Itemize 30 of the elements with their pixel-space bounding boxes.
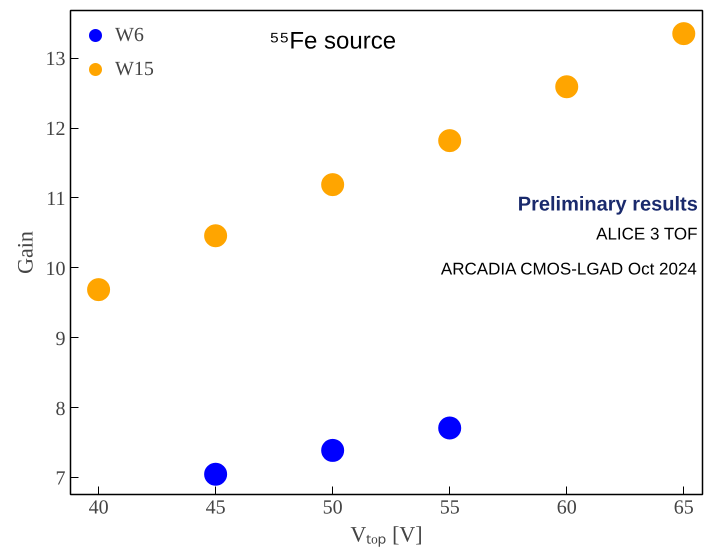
y-tick-label: 10 bbox=[46, 258, 66, 280]
point bbox=[204, 224, 228, 248]
x-tick-label: 60 bbox=[556, 496, 577, 518]
x-tick-label: 55 bbox=[440, 496, 460, 518]
y-tick-label: 9 bbox=[56, 328, 66, 350]
y-tick-label: 8 bbox=[56, 398, 66, 420]
point bbox=[438, 416, 462, 440]
point bbox=[672, 22, 696, 46]
point bbox=[204, 462, 228, 486]
point bbox=[321, 438, 344, 462]
y-tick-label: 11 bbox=[46, 188, 66, 210]
x-tick-label: 50 bbox=[322, 496, 343, 518]
annotation: ALICE 3 TOF bbox=[596, 224, 698, 244]
annotation: ⁵⁵Fe source bbox=[269, 28, 396, 55]
y-tick-label: 7 bbox=[56, 468, 66, 490]
x-axis-title: Vₜₒₚ [V] bbox=[350, 522, 423, 548]
y-tick-label: 13 bbox=[46, 48, 66, 70]
point bbox=[321, 173, 344, 196]
x-tick-label: 45 bbox=[206, 496, 226, 518]
x-tick-label: 65 bbox=[674, 496, 694, 518]
annotation: Preliminary results bbox=[518, 193, 698, 216]
x-tick-label: 40 bbox=[88, 496, 109, 518]
point bbox=[87, 278, 110, 302]
legend-label: W6 bbox=[115, 24, 144, 46]
y-tick-label: 12 bbox=[46, 118, 66, 140]
point bbox=[555, 75, 578, 98]
y-axis-title: Gain bbox=[12, 231, 38, 274]
legend-label: W15 bbox=[115, 58, 154, 80]
point bbox=[438, 129, 462, 152]
annotation: ARCADIA CMOS-LGAD Oct 2024 bbox=[440, 259, 697, 278]
